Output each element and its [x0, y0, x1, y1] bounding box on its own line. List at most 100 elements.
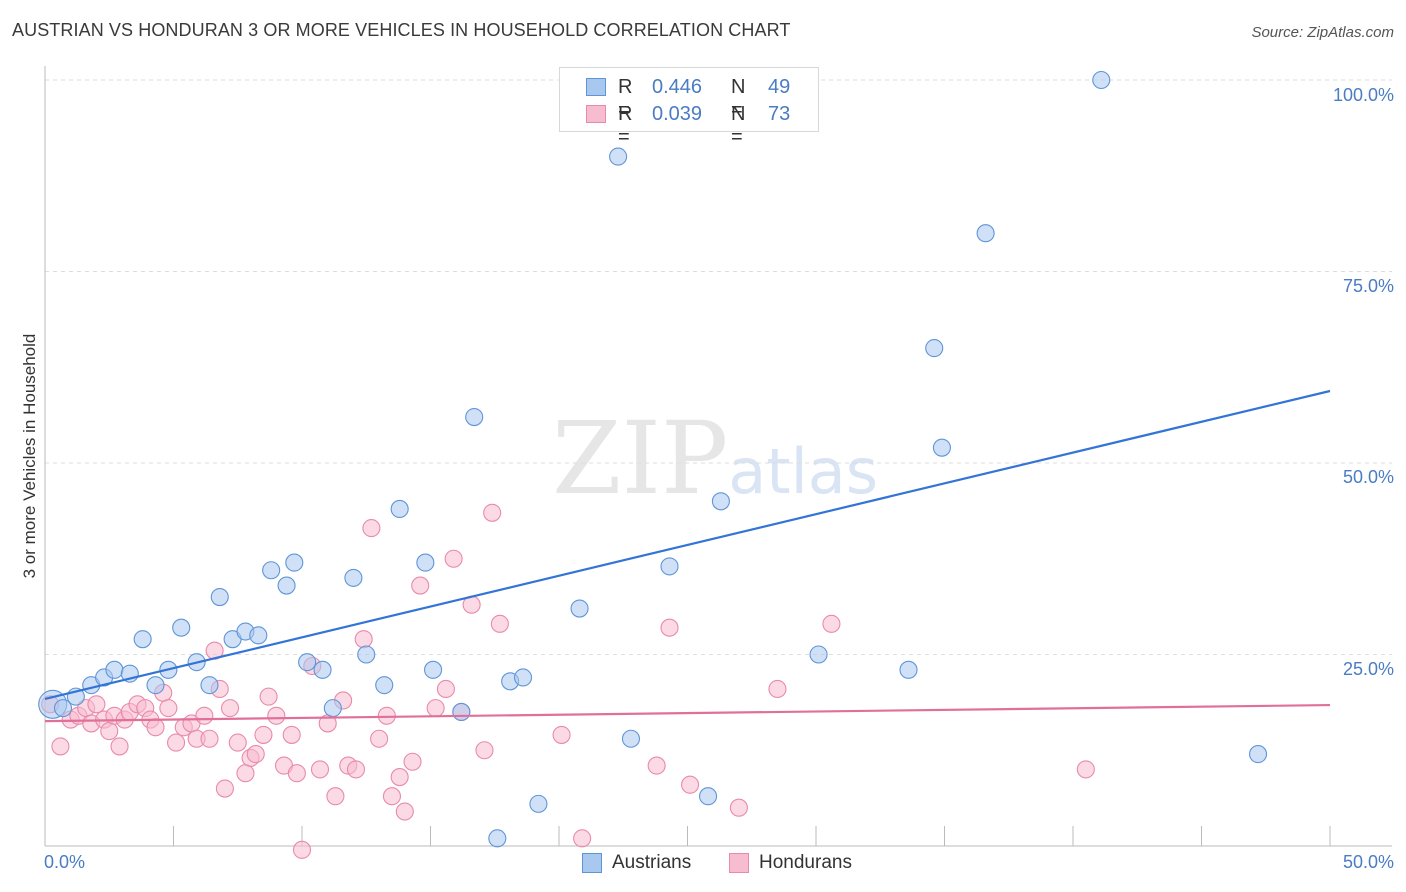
austrians-point [323, 699, 342, 718]
hondurans-points [41, 503, 1095, 859]
hondurans-point [346, 760, 366, 779]
austrians-point [262, 561, 281, 580]
hondurans-point [660, 618, 679, 637]
austrians-point [1092, 70, 1111, 90]
axes [44, 66, 1392, 847]
hondurans-point [354, 630, 373, 649]
austrians-point [53, 699, 73, 718]
hondurans-point [200, 729, 219, 748]
hondurans-point [215, 779, 234, 798]
correlation-legend: R = 0.446 N = 49 R = 0.039 N = 73 [559, 67, 819, 148]
austrians-point [976, 224, 995, 243]
hondurans-point [370, 729, 389, 748]
hondurans-legend-label: Hondurans [759, 852, 852, 873]
hondurans-point [573, 829, 592, 848]
hondurans-point [326, 787, 345, 806]
hondurans-point [426, 699, 445, 718]
austrians-point [1248, 745, 1268, 764]
austrians-point [200, 676, 219, 695]
hondurans-r-label: R = [618, 103, 633, 148]
austrians-point [660, 557, 679, 576]
austrians-point [357, 645, 376, 664]
hondurans-point [403, 752, 422, 771]
austrians-r-label: R = [618, 76, 633, 121]
austrians-point [452, 702, 471, 722]
hondurans-point [382, 787, 402, 806]
hondurans-trend-line [44, 703, 1331, 723]
austrians-point [570, 599, 589, 618]
hondurans-point [287, 764, 306, 783]
hondurans-point [51, 737, 70, 756]
y-tick-50: 50.0% [1342, 467, 1394, 487]
y-tick-75: 75.0% [1342, 276, 1394, 296]
austrians-point [416, 553, 435, 572]
austrians-point [932, 438, 951, 457]
hondurans-point [167, 733, 186, 752]
hondurans-point [310, 760, 330, 779]
austrians-point [105, 660, 124, 679]
hondurans-point [146, 718, 165, 737]
austrians-point [249, 626, 268, 645]
austrians-legend-label: Austrians [612, 852, 692, 873]
watermark: ZIPatlas [552, 400, 878, 517]
hondurans-point [292, 840, 312, 859]
hondurans-point [159, 699, 178, 718]
austrians-point [133, 630, 152, 649]
austrians-point [298, 653, 317, 672]
hondurans-swatch [586, 105, 606, 123]
watermark-zip: ZIP [552, 400, 729, 517]
austrians-swatch [586, 78, 606, 96]
hondurans-point [475, 741, 494, 760]
hondurans-point [681, 775, 700, 794]
source-note: Source: ZipAtlas.com [1251, 24, 1394, 41]
austrians-point [277, 576, 296, 595]
austrians-point [711, 492, 730, 511]
hondurans-point [411, 576, 430, 595]
hondurans-point [395, 802, 414, 821]
austrians-point [609, 147, 628, 166]
hondurans-point [110, 737, 129, 756]
hondurans-n-label: N = [731, 103, 746, 148]
hondurans-point [552, 725, 571, 744]
austrians-point [513, 668, 533, 687]
austrians-point [210, 587, 229, 607]
austrians-point [488, 829, 507, 848]
hondurans-point [220, 699, 240, 718]
hondurans-point [390, 768, 409, 787]
hondurans-point [236, 764, 255, 783]
chart-title: AUSTRIAN VS HONDURAN 3 OR MORE VEHICLES … [12, 20, 791, 40]
hondurans-point [490, 614, 509, 633]
hondurans-point [729, 798, 748, 817]
hondurans-point [259, 687, 278, 706]
austrians-point [899, 660, 918, 679]
austrians-n-value: 49 [768, 76, 791, 98]
austrians-point [529, 794, 548, 813]
hondurans-legend-swatch [729, 853, 749, 873]
austrians-n-label: N = [731, 76, 746, 121]
hondurans-point [483, 503, 502, 522]
austrians-point [390, 499, 409, 519]
austrians-trend-line [44, 389, 1331, 700]
austrians-point [146, 676, 165, 695]
austrians-point [465, 407, 484, 427]
hondurans-point [436, 679, 455, 699]
austrians-point [344, 568, 363, 587]
austrians-point [172, 618, 191, 637]
austrians-points [38, 70, 1268, 848]
austrians-point [313, 660, 332, 679]
hondurans-n-value: 73 [768, 103, 791, 125]
hondurans-point [362, 519, 381, 538]
austrians-point [375, 676, 394, 695]
hondurans-point [647, 756, 666, 775]
hondurans-point [282, 725, 301, 744]
y-axis-label: 3 or more Vehicles in Household [20, 333, 39, 579]
hondurans-point [768, 679, 787, 699]
y-tick-25: 25.0% [1342, 659, 1394, 679]
hondurans-point [87, 695, 106, 714]
hondurans-point [246, 745, 265, 764]
austrians-point [424, 660, 443, 679]
hondurans-point [228, 733, 247, 752]
austrians-point [925, 339, 944, 358]
hondurans-point [195, 706, 214, 725]
